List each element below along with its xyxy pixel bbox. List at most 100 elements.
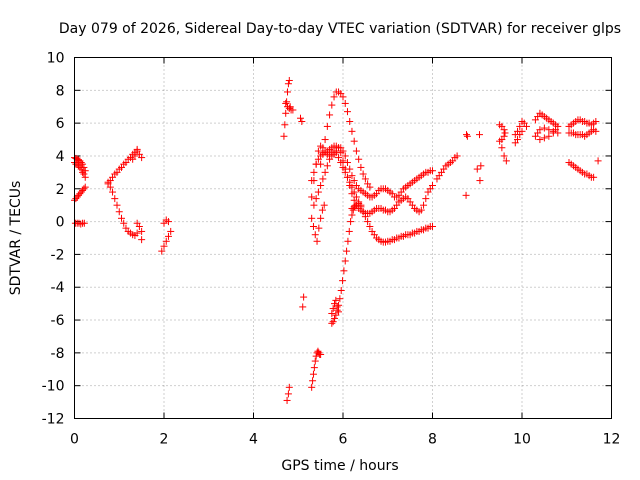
x-tick-labels: 0 2 4 6 8 10 12 (70, 432, 620, 448)
data-point (77, 165, 85, 173)
data-point (106, 183, 114, 191)
data-point (349, 206, 357, 214)
x-tick-label: 12 (603, 432, 621, 448)
data-points (71, 76, 602, 404)
plot-frame (74, 57, 612, 419)
data-point (335, 301, 343, 309)
data-point (592, 127, 600, 135)
data-point (308, 214, 316, 222)
data-point (282, 99, 290, 107)
data-point (317, 160, 325, 168)
data-point (366, 223, 374, 231)
data-point (321, 136, 329, 144)
data-point (80, 185, 88, 193)
data-point (500, 126, 508, 134)
data-point (498, 144, 506, 152)
data-point (429, 167, 436, 175)
data-point (540, 134, 548, 142)
data-point (167, 227, 175, 235)
data-point (549, 127, 557, 135)
data-point (319, 175, 327, 183)
y-axis-title: SDTVAR / TECUs (8, 181, 24, 296)
data-point (80, 170, 88, 178)
data-point (328, 319, 336, 327)
data-point (284, 88, 292, 96)
data-point (117, 214, 125, 222)
data-point (164, 232, 172, 240)
data-point (285, 104, 293, 112)
data-point (311, 357, 319, 365)
data-point (462, 191, 470, 199)
data-point (422, 195, 430, 203)
data-point (77, 220, 85, 228)
data-point (135, 223, 143, 231)
data-point (453, 152, 461, 160)
data-point (348, 183, 356, 191)
data-point (308, 177, 316, 185)
y-tick-label: -6 (51, 313, 65, 329)
data-point (536, 126, 544, 134)
data-point (344, 237, 352, 245)
data-point (115, 208, 123, 216)
data-point (352, 193, 360, 201)
data-point (309, 223, 317, 231)
data-point (339, 93, 347, 101)
data-point (343, 159, 351, 167)
data-point (348, 172, 356, 180)
data-point (79, 168, 87, 176)
y-tick-label: -8 (51, 346, 65, 362)
data-point (500, 152, 508, 160)
data-point (343, 173, 351, 181)
data-point (138, 227, 146, 235)
data-point (357, 163, 365, 171)
data-point (109, 188, 117, 196)
data-point (162, 237, 170, 245)
data-point (355, 155, 363, 163)
data-point (296, 114, 304, 122)
data-point (361, 175, 369, 183)
data-point (311, 231, 319, 239)
data-point (496, 137, 504, 145)
data-point (298, 117, 306, 125)
data-point (133, 229, 141, 237)
x-tick-label: 10 (513, 432, 531, 448)
data-point (346, 117, 354, 125)
data-point (160, 219, 168, 227)
x-tick-label: 2 (160, 432, 169, 448)
data-point (285, 76, 293, 84)
data-point (350, 177, 358, 185)
data-point (317, 351, 325, 359)
data-point (289, 106, 297, 114)
x-tick-label: 4 (249, 432, 258, 448)
data-point (285, 383, 293, 391)
data-point (545, 126, 553, 134)
data-point (113, 201, 121, 209)
data-point (158, 247, 166, 255)
data-point (341, 257, 349, 265)
data-point (131, 152, 139, 160)
data-point (333, 303, 341, 311)
data-point (280, 132, 288, 140)
y-tick-label: 2 (56, 182, 65, 198)
data-point (366, 183, 374, 191)
data-point (314, 147, 322, 155)
data-point (346, 178, 354, 186)
data-point (516, 122, 524, 130)
data-point (475, 131, 483, 139)
data-point (348, 127, 356, 135)
data-point (516, 131, 524, 139)
data-point (317, 214, 325, 222)
data-point (308, 383, 316, 391)
y-tick-label: 6 (56, 116, 65, 132)
data-point (420, 201, 428, 209)
grid-lines (74, 57, 612, 419)
data-point (314, 188, 322, 196)
data-point (76, 163, 84, 171)
data-point (337, 159, 345, 167)
data-point (284, 103, 292, 111)
data-point (463, 132, 471, 140)
data-point (300, 293, 308, 301)
data-point (330, 314, 338, 322)
data-point (340, 267, 348, 275)
